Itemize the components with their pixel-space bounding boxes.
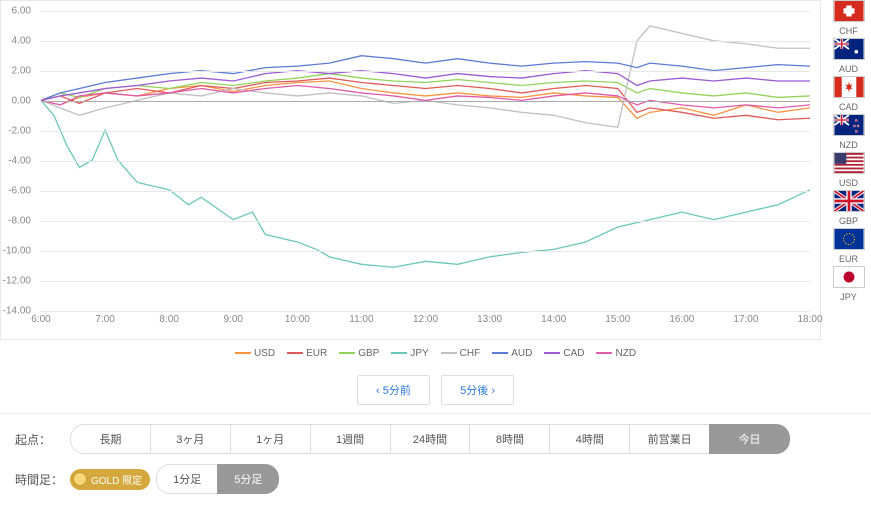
origin-option[interactable]: 1ヶ月 xyxy=(230,424,310,454)
gold-badge: GOLD 限定 xyxy=(70,469,150,490)
x-axis-label: 13:00 xyxy=(477,314,502,325)
y-axis-label: -6.00 xyxy=(8,186,31,197)
x-axis-label: 7:00 xyxy=(95,314,114,325)
jpy-flag-icon xyxy=(833,266,865,288)
timeframe-option[interactable]: 5分足 xyxy=(217,464,279,494)
y-axis-label: -2.00 xyxy=(8,126,31,137)
currency-flag-usd[interactable]: USD xyxy=(826,152,871,188)
legend-item-usd[interactable]: USD xyxy=(235,348,275,359)
x-axis-label: 14:00 xyxy=(541,314,566,325)
eur-flag-icon xyxy=(833,228,865,250)
origin-option[interactable]: 24時間 xyxy=(390,424,470,454)
legend-item-aud[interactable]: AUD xyxy=(492,348,532,359)
x-axis-label: 15:00 xyxy=(605,314,630,325)
x-axis-label: 16:00 xyxy=(669,314,694,325)
timeframe-label: 時間足： xyxy=(15,471,70,488)
y-axis-label: 0.00 xyxy=(12,96,31,107)
origin-option[interactable]: 8時間 xyxy=(469,424,549,454)
x-axis-label: 17:00 xyxy=(733,314,758,325)
series-jpy xyxy=(41,100,810,267)
timeframe-option[interactable]: 1分足 xyxy=(156,464,217,494)
y-axis-label: -8.00 xyxy=(8,216,31,227)
currency-flag-nzd[interactable]: NZD xyxy=(826,114,871,150)
origin-label: 起点： xyxy=(15,431,70,448)
x-axis-label: 9:00 xyxy=(224,314,243,325)
x-axis-label: 8:00 xyxy=(159,314,178,325)
legend-item-jpy[interactable]: JPY xyxy=(391,348,428,359)
x-axis-label: 12:00 xyxy=(413,314,438,325)
y-axis-label: -4.00 xyxy=(8,156,31,167)
series-eur xyxy=(41,78,810,120)
currency-flag-aud[interactable]: AUD xyxy=(826,38,871,74)
y-axis-label: 2.00 xyxy=(12,66,31,77)
y-axis-label: 4.00 xyxy=(12,36,31,47)
legend-item-nzd[interactable]: NZD xyxy=(596,348,636,359)
origin-option[interactable]: 長期 xyxy=(70,424,150,454)
cad-flag-icon xyxy=(833,76,865,98)
origin-option[interactable]: 3ヶ月 xyxy=(150,424,230,454)
origin-option[interactable]: 今日 xyxy=(709,424,790,454)
x-axis-label: 6:00 xyxy=(31,314,50,325)
currency-chart: -14.00 -12.00 -10.00 -8.00 -6.00 -4.00 -2.00 0.… xyxy=(0,0,821,340)
origin-option[interactable]: 1週間 xyxy=(310,424,390,454)
usd-flag-icon xyxy=(833,152,865,174)
x-axis-label: 11:00 xyxy=(349,314,373,325)
legend-item-eur[interactable]: EUR xyxy=(287,348,327,359)
legend-item-gbp[interactable]: GBP xyxy=(339,348,379,359)
series-usd xyxy=(41,81,810,118)
gbp-flag-icon xyxy=(833,190,865,212)
y-axis-label: -10.00 xyxy=(3,246,31,257)
currency-flag-cad[interactable]: CAD xyxy=(826,76,871,112)
origin-option[interactable]: 4時間 xyxy=(549,424,629,454)
chart-legend: USD EUR GBP JPY CHF AUD CAD NZD xyxy=(0,340,871,367)
origin-option[interactable]: 前営業日 xyxy=(629,424,709,454)
prev-5min-button[interactable]: ‹ 5分前 xyxy=(357,375,430,405)
currency-flag-jpy[interactable]: JPY xyxy=(826,266,871,302)
currency-flag-gbp[interactable]: GBP xyxy=(826,190,871,226)
currency-flag-eur[interactable]: EUR xyxy=(826,228,871,264)
aud-flag-icon xyxy=(833,38,865,60)
y-axis-label: -14.00 xyxy=(3,306,31,317)
legend-item-chf[interactable]: CHF xyxy=(441,348,481,359)
currency-flag-chf[interactable]: CHF xyxy=(826,0,871,36)
chf-flag-icon xyxy=(833,0,865,22)
x-axis-label: 18:00 xyxy=(797,314,822,325)
y-axis-label: 6.00 xyxy=(12,6,31,17)
x-axis-label: 10:00 xyxy=(285,314,310,325)
legend-item-cad[interactable]: CAD xyxy=(544,348,584,359)
y-axis-label: -12.00 xyxy=(3,276,31,287)
next-5min-button[interactable]: 5分後 › xyxy=(441,375,514,405)
nzd-flag-icon xyxy=(833,114,865,136)
